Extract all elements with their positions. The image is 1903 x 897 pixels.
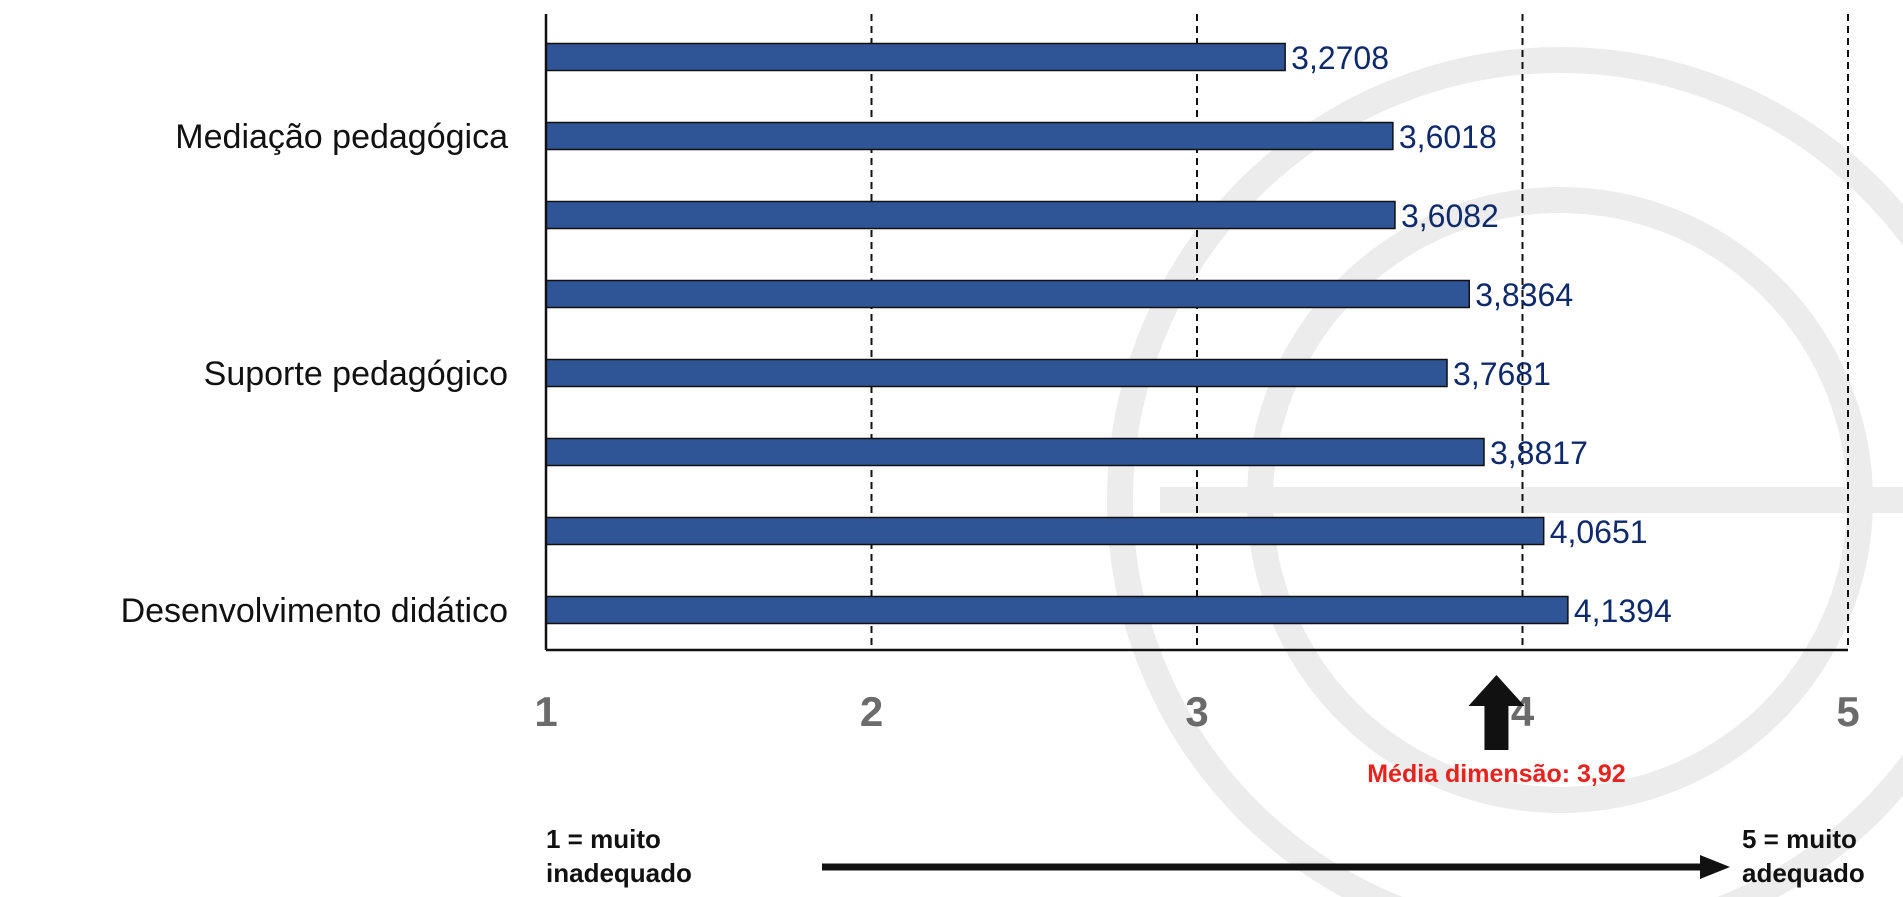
tick-label: 3 — [1185, 688, 1208, 735]
up-arrow-icon — [1468, 675, 1525, 750]
tick-label: 2 — [860, 688, 883, 735]
arrow-right-icon — [1700, 855, 1730, 879]
average-label: Média dimensão: 3,92 — [1367, 760, 1625, 788]
category-labels: Mediação pedagógica Suporte pedagógico Des… — [121, 118, 509, 630]
tick-label: 1 — [534, 688, 557, 735]
bar — [545, 358, 1448, 388]
data-label: 3,7681 — [1453, 356, 1551, 392]
bar — [545, 200, 1396, 230]
background-watermark — [1107, 47, 1903, 897]
bar — [545, 279, 1470, 309]
scale-low-label: inadequado — [546, 858, 692, 888]
data-label: 3,6082 — [1401, 198, 1499, 234]
average-marker: Média dimensão: 3,92 — [1367, 675, 1626, 788]
scale-low-label: 1 = muito — [546, 824, 661, 854]
data-label: 4,1394 — [1574, 593, 1672, 629]
scale-high-label: 5 = muito — [1742, 824, 1857, 854]
data-label: 4,0651 — [1550, 514, 1648, 550]
data-label: 3,8817 — [1490, 435, 1588, 471]
bar — [545, 516, 1545, 546]
category-label: Desenvolvimento didático — [121, 592, 508, 630]
category-label: Suporte pedagógico — [204, 355, 508, 393]
bar — [545, 595, 1569, 625]
data-label: 3,6018 — [1399, 119, 1497, 155]
data-label: 3,2708 — [1291, 40, 1389, 76]
bar — [545, 121, 1394, 151]
bar — [545, 437, 1485, 467]
tick-label: 5 — [1836, 688, 1859, 735]
scale-legend: 1 = muito inadequado 5 = muito adequado — [546, 824, 1865, 888]
scale-high-label: adequado — [1742, 858, 1865, 888]
category-label: Mediação pedagógica — [175, 118, 508, 156]
data-label: 3,8364 — [1475, 277, 1573, 313]
bar — [545, 42, 1286, 72]
value-labels: 3,2708 3,6018 3,6082 3,8364 3,7681 3,8817 4,06… — [1291, 40, 1672, 629]
bars — [545, 42, 1569, 625]
